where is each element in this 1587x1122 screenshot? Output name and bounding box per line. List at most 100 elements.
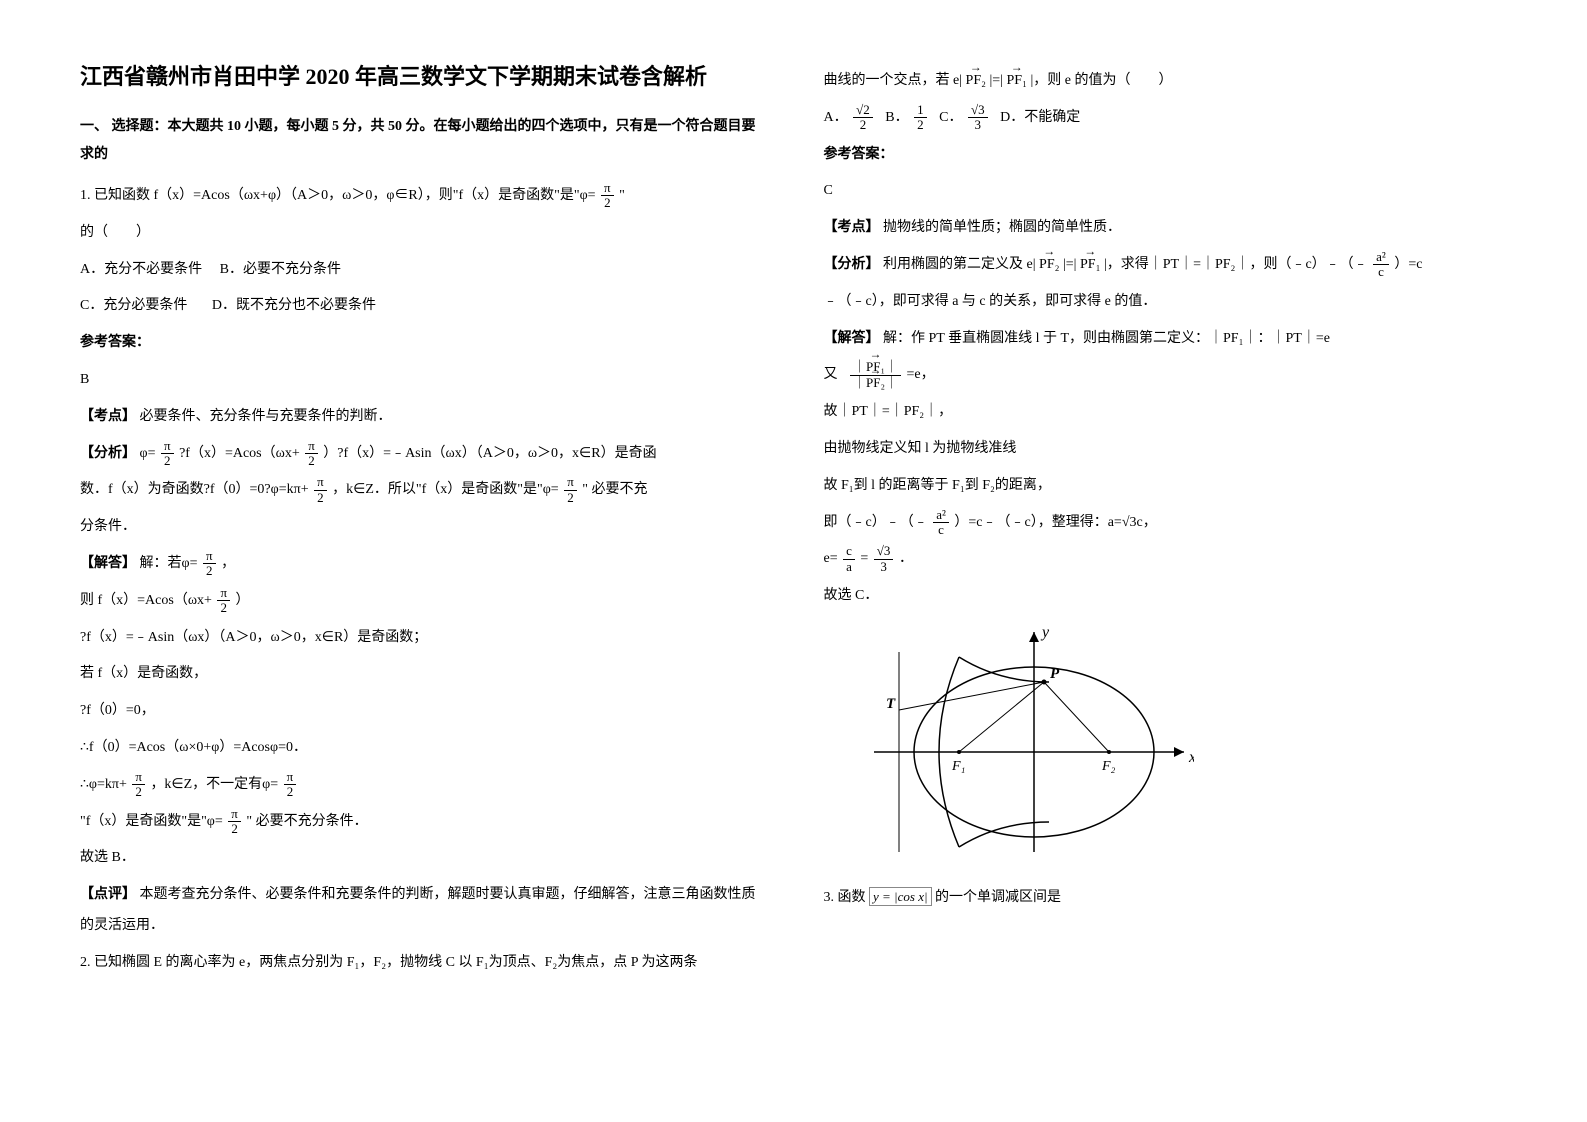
q2jd3: =e， [907, 367, 935, 382]
fx2: ?f（x）=Acos（ωx+ [179, 446, 300, 461]
jd9: ∴φ=kπ+ [80, 777, 127, 792]
fx5: ，k∈Z．所以"f（x）是奇函数"是"φ= [332, 482, 559, 497]
fx4: 数．f（x）为奇函数?f（0）=0?φ=kπ+ [80, 482, 309, 497]
q2jd12: 故选 C． [824, 581, 1508, 612]
jd2: ， [221, 556, 235, 571]
q2-answer-label: 参考答案： [824, 140, 1508, 171]
jieda-label: 【解答】 [824, 331, 880, 346]
q1-dianping: 【点评】 本题考查充分条件、必要条件和充要条件的判断，解题时要认真审题，仔细解答… [80, 880, 764, 942]
jd7: ?f（0）=0， [80, 696, 764, 727]
svg-text:P: P [1050, 666, 1060, 682]
q2fx2: |=| [1063, 257, 1077, 272]
q2-opt-d: D．不能确定 [1000, 110, 1080, 125]
q2-stem-part1: 2. 已知椭圆 E 的离心率为 e，两焦点分别为 F₁，F₂，抛物线 C 以 F… [80, 948, 764, 979]
graph-svg-icon: x y F₁ F₂ P T [864, 622, 1194, 862]
fx7: 分条件． [80, 512, 764, 543]
jd11: "f（x）是奇函数"是"φ= [80, 814, 223, 829]
vector-pf2-icon: PF₂ [966, 66, 986, 97]
q2-jieda-9: e= ca = √33 ． [824, 544, 1508, 575]
q2jd6: 故 F₁到 l 的距离等于 F₁到 F₂的距离， [824, 471, 1508, 502]
q1-jieda-11: "f（x）是奇函数"是"φ= π2 " 必要不充分条件． [80, 807, 764, 838]
dianping-label: 【点评】 [80, 887, 136, 902]
kaodian-label: 【考点】 [824, 220, 880, 235]
q1-stem-c: 的（ ） [80, 218, 764, 249]
jieda-label: 【解答】 [80, 556, 136, 571]
q2jd2: 又 [824, 367, 838, 382]
pi-over-2-icon: π2 [228, 807, 241, 837]
ellipse-parabola-graph: x y F₁ F₂ P T [864, 622, 1508, 873]
q2fx5: ﹣（﹣c），即可求得 a 与 c 的关系，即可求得 e 的值． [824, 287, 1508, 318]
right-column: 曲线的一个交点，若 e| PF₂ |=| PF₁ |，则 e 的值为（ ） A．… [824, 60, 1508, 985]
q3-function: y = |cos x| [869, 887, 932, 906]
q1-answer-label: 参考答案： [80, 328, 764, 359]
q2jd1: 解：作 PT 垂直椭圆准线 l 于 T，则由椭圆第二定义：｜PF₁｜：｜PT｜=… [883, 331, 1330, 346]
q2fx1: 利用椭圆的第二定义及 e| [883, 257, 1036, 272]
q2s2: 曲线的一个交点，若 e| [824, 73, 963, 88]
q1-fenxi-line2: 数．f（x）为奇函数?f（0）=0?φ=kπ+ π2 ，k∈Z．所以"f（x）是… [80, 475, 764, 506]
q1-fenxi-line1: 【分析】 φ= π2 ?f（x）=Acos（ωx+ π2 ）?f（x）=﹣Asi… [80, 439, 764, 470]
q1-jieda-9: ∴φ=kπ+ π2 ，k∈Z，不一定有φ= π2 [80, 770, 764, 801]
q2-jieda-2: 又 ｜PF₁｜ ｜PF₂｜ =e， [824, 360, 1508, 391]
q1-stem-b: " [619, 188, 625, 203]
svg-text:F₂: F₂ [1101, 759, 1116, 774]
jd1: 解：若φ= [140, 556, 198, 571]
pi-over-2-icon: π2 [161, 439, 174, 469]
sqrt3-over-3-icon: √33 [968, 103, 988, 133]
jd3: 则 f（x）=Acos（ωx+ [80, 593, 212, 608]
q1-stem-a: 1. 已知函数 f（x）=Acos（ωx+φ）（A＞0，ω＞0，φ∈R），则"f… [80, 188, 596, 203]
one-over-2-icon: 12 [914, 103, 927, 133]
document-title: 江西省赣州市肖田中学 2020 年高三数学文下学期期末试卷含解析 [80, 60, 764, 93]
svg-text:y: y [1040, 624, 1050, 641]
q2-fenxi: 【分析】 利用椭圆的第二定义及 e| PF₂ |=| PF₁ |，求得｜PT｜=… [824, 250, 1508, 281]
jd8: ∴f（0）=Acos（ω×0+φ）=Acosφ=0． [80, 733, 764, 764]
svg-text:x: x [1188, 749, 1194, 766]
q2jd4: 故｜PT｜=｜PF₂｜， [824, 397, 1508, 428]
fenxi-label: 【分析】 [824, 257, 880, 272]
pi-over-2-icon: π2 [132, 770, 145, 800]
pi-over-2-icon: π2 [217, 586, 230, 616]
q3s2: 的一个单调减区间是 [935, 890, 1061, 905]
q1-option-d: D．既不充分也不必要条件 [212, 298, 376, 313]
q2-opt-b-pre: B． [885, 110, 908, 125]
q1-kaodian: 【考点】 必要条件、充分条件与充要条件的判断． [80, 402, 764, 433]
q2-jieda-1: 【解答】 解：作 PT 垂直椭圆准线 l 于 T，则由椭圆第二定义：｜PF₁｜：… [824, 324, 1508, 355]
pi-over-2-icon: π2 [601, 181, 614, 211]
q2jd7: 即（﹣c）﹣（﹣ [824, 515, 928, 530]
pi-over-2-icon: π2 [314, 475, 327, 505]
a2-over-c-icon: a²c [1373, 250, 1389, 280]
fenxi-label: 【分析】 [80, 446, 136, 461]
pi-over-2-icon: π2 [305, 439, 318, 469]
q2-opt-c-pre: C． [939, 110, 962, 125]
pi-over-2-icon: π2 [284, 770, 297, 800]
jd6: 若 f（x）是奇函数， [80, 659, 764, 690]
q2-opt-a-pre: A． [824, 110, 848, 125]
q1-options-row2: C．充分必要条件 D．既不充分也不必要条件 [80, 291, 764, 322]
q2-options: A． √22 B． 12 C． √33 D．不能确定 [824, 103, 1508, 134]
q2jd11: ． [899, 551, 913, 566]
pf1-over-pf2-icon: ｜PF₁｜ ｜PF₂｜ [850, 360, 901, 390]
vector-pf2-icon: PF₂ [1039, 250, 1059, 281]
q2s3: |=| [989, 73, 1003, 88]
fx1: φ= [140, 446, 156, 461]
q3s1: 3. 函数 [824, 890, 866, 905]
pi-over-2-icon: π2 [564, 475, 577, 505]
jd10: ，k∈Z，不一定有φ= [150, 777, 278, 792]
q2-jieda-7: 即（﹣c）﹣（﹣ a²c ）=c﹣（﹣c），整理得：a=√3c， [824, 508, 1508, 539]
svg-text:T: T [886, 696, 896, 712]
jd5: ?f（x）=﹣Asin（ωx）（A＞0，ω＞0，x∈R）是奇函数； [80, 623, 764, 654]
q2fx3: |，求得｜PT｜=｜PF₂｜，则（﹣c）﹣（﹣ [1104, 257, 1368, 272]
jd4: ） [236, 593, 250, 608]
c-over-a-icon: ca [843, 544, 855, 574]
q1-stem: 1. 已知函数 f（x）=Acos（ωx+φ）（A＞0，ω＞0，φ∈R），则"f… [80, 181, 764, 212]
q1-jieda-2: 则 f（x）=Acos（ωx+ π2 ） [80, 586, 764, 617]
q2jd9: e= [824, 551, 838, 566]
fx6: " 必要不充 [582, 482, 647, 497]
q2jd10: = [860, 551, 868, 566]
q1-option-c: C．充分必要条件 [80, 298, 187, 313]
q1-answer: B [80, 365, 764, 396]
kaodian-text: 必要条件、充分条件与充要条件的判断． [140, 409, 392, 424]
left-column: 江西省赣州市肖田中学 2020 年高三数学文下学期期末试卷含解析 一、 选择题：… [80, 60, 764, 985]
q2fx4: ）=c [1394, 257, 1422, 272]
a2-over-c-icon: a²c [933, 508, 949, 538]
sqrt2-over-2-icon: √22 [853, 103, 873, 133]
